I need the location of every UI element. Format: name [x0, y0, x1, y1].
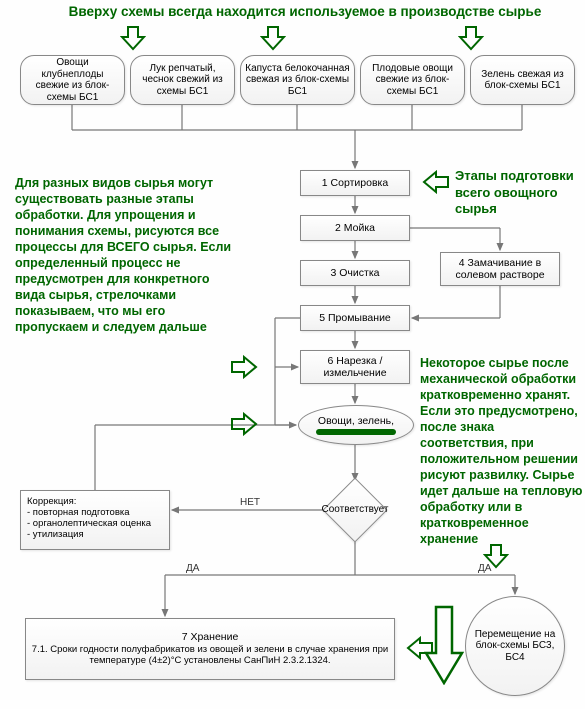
scribble-icon: [316, 429, 396, 435]
step-5-rinse: 5 Промывание: [300, 305, 410, 331]
label-no: НЕТ: [240, 497, 260, 508]
label-yes-1: ДА: [186, 563, 199, 574]
decision-label: Соответствует: [320, 504, 390, 515]
note-right-top: Этапы подготовки всего овощного сырья: [455, 168, 585, 218]
storage-title: 7 Хранение: [182, 631, 239, 643]
note-right-mid: Некоторое сырье после механической обраб…: [420, 355, 585, 547]
diagram-title: Вверху схемы всегда находится используем…: [65, 4, 545, 19]
storage-body: 7.1. Сроки годности полуфабрикатов из ов…: [30, 645, 390, 667]
step-3-clean: 3 Очистка: [300, 260, 410, 286]
product-oval: Овощи, зелень,: [298, 405, 414, 445]
storage-box: 7 Хранение 7.1. Сроки годности полуфабри…: [25, 618, 395, 680]
move-circle: Перемещение на блок-схемы БС3, БС4: [465, 596, 565, 696]
input-greens: Зелень свежая из блок-схемы БС1: [470, 55, 575, 105]
product-oval-label: Овощи, зелень,: [318, 415, 394, 427]
note-left: Для разных видов сырья могут существоват…: [15, 175, 235, 335]
step-1-sort: 1 Сортировка: [300, 170, 410, 196]
step-4-soak: 4 Замачивание в солевом растворе: [440, 252, 560, 286]
input-veg-tubers: Овощи клубнеплоды свежие из блок-схемы Б…: [20, 55, 125, 105]
input-onion-garlic: Лук репчатый, чеснок свежий из схемы БС1: [130, 55, 235, 105]
input-cabbage: Капуста белокочанная свежая из блок-схем…: [240, 55, 355, 105]
step-2-wash: 2 Мойка: [300, 215, 410, 241]
correction-box: Коррекция: - повторная подготовка - орга…: [20, 490, 170, 550]
input-fruit-veg: Плодовые овощи свежие из блок-схемы БС1: [360, 55, 465, 105]
step-6-cut: 6 Нарезка / измельчение: [300, 350, 410, 384]
